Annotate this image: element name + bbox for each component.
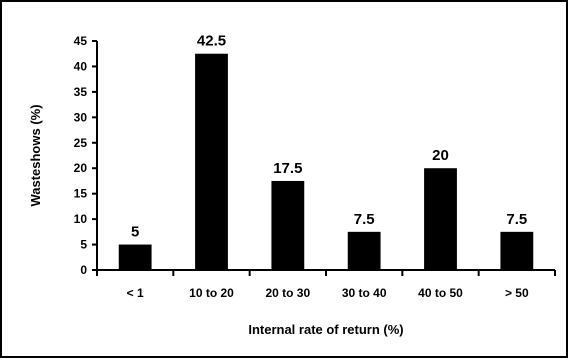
bars <box>118 53 534 270</box>
bar <box>500 231 534 270</box>
x-tick-label: 20 to 30 <box>265 286 310 300</box>
y-tick-label: 10 <box>74 212 88 226</box>
x-tick-label: 40 to 50 <box>418 286 463 300</box>
y-tick-label: 30 <box>74 110 88 124</box>
y-tick-label: 0 <box>80 263 87 277</box>
bar <box>347 231 381 270</box>
y-tick-label: 35 <box>74 85 88 99</box>
bar-value-label: 17.5 <box>273 160 302 177</box>
y-tick-label: 25 <box>74 136 88 150</box>
y-axis-title: Wasteshows (%) <box>28 104 43 206</box>
y-tick-label: 15 <box>74 187 88 201</box>
x-tick-label: 10 to 20 <box>189 286 234 300</box>
x-tick-label: < 1 <box>127 286 144 300</box>
x-tick-label: > 50 <box>505 286 529 300</box>
y-tick-label: 45 <box>74 34 88 48</box>
bar <box>118 244 152 270</box>
bar-value-label: 20 <box>432 147 449 164</box>
x-tick-label: 30 to 40 <box>342 286 387 300</box>
y-tick-label: 20 <box>74 161 88 175</box>
bar <box>195 53 228 270</box>
y-tick-label: 5 <box>80 238 87 252</box>
bar-value-label: 42.5 <box>197 33 226 50</box>
bar-value-label: 7.5 <box>506 211 527 228</box>
bar-value-label: 5 <box>131 224 139 241</box>
bar <box>271 180 305 270</box>
y-axis: 0 5 10 15 20 25 30 35 40 45 <box>74 34 98 277</box>
y-tick-label: 40 <box>74 59 88 73</box>
bar-value-label: 7.5 <box>354 211 375 228</box>
bar <box>424 168 457 270</box>
data-labels: 5 42.5 17.5 7.5 20 7.5 <box>131 33 527 241</box>
x-axis: < 1 10 to 20 20 to 30 30 to 40 40 to 50 > 50 <box>96 269 556 300</box>
x-axis-title: Internal rate of return (%) <box>248 322 403 337</box>
